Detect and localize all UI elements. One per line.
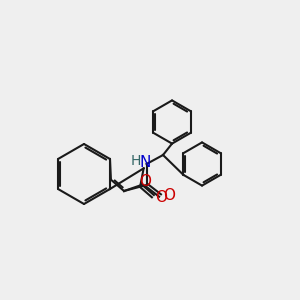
Text: O: O xyxy=(163,188,175,203)
Text: H: H xyxy=(131,154,141,168)
Text: N: N xyxy=(139,155,151,170)
Text: O: O xyxy=(139,174,151,189)
Text: O: O xyxy=(155,190,167,205)
